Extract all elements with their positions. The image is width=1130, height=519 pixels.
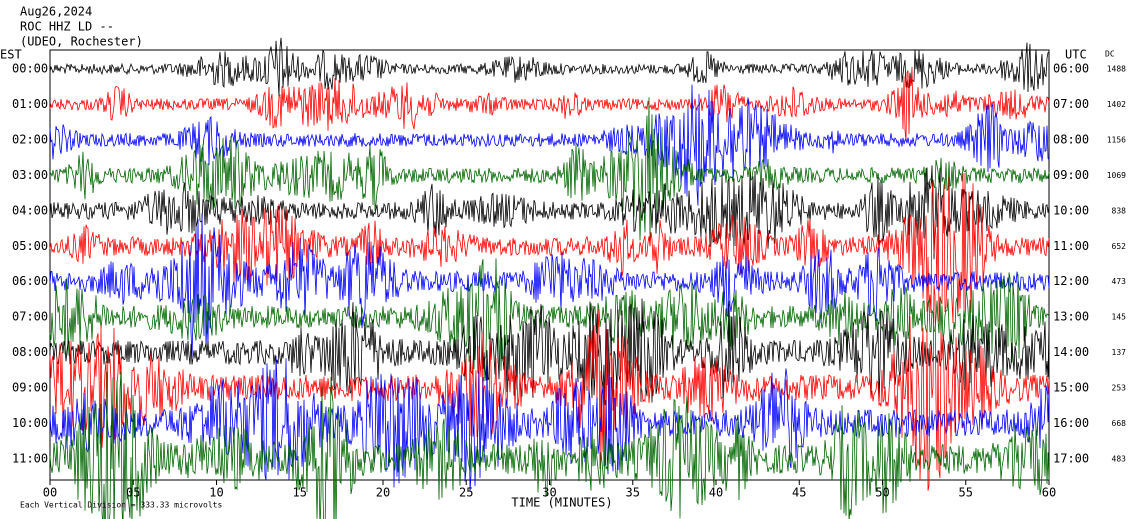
dc-value: 838: [1112, 206, 1127, 215]
dc-value: 145: [1112, 313, 1127, 322]
est-label: 08:00: [12, 345, 48, 359]
dc-value: 137: [1112, 348, 1127, 357]
est-title: EST: [0, 48, 22, 62]
utc-label: 09:00: [1053, 168, 1089, 182]
x-tick-label: 50: [875, 486, 889, 500]
x-tick-label: 10: [209, 486, 223, 500]
x-tick-label: 00: [43, 486, 57, 500]
utc-title: UTC: [1065, 48, 1087, 62]
dc-value: 668: [1112, 419, 1127, 428]
trace: [49, 84, 1050, 206]
x-tick-label: 60: [1042, 486, 1056, 500]
x-tick-label: 30: [542, 486, 556, 500]
dc-value: 1402: [1107, 100, 1126, 109]
trace: [49, 165, 1050, 260]
trace: [49, 355, 1050, 492]
utc-label: 06:00: [1053, 62, 1089, 76]
traces: [49, 37, 1050, 519]
trace: [49, 97, 1050, 245]
utc-label: 14:00: [1053, 345, 1089, 359]
trace: [49, 66, 1050, 142]
utc-label: 17:00: [1053, 451, 1089, 465]
est-label: 11:00: [12, 451, 48, 465]
utc-label: 16:00: [1053, 416, 1089, 430]
x-tick-label: 55: [959, 486, 973, 500]
date: Aug26,2024: [20, 5, 92, 19]
dc-title: DC: [1105, 50, 1115, 59]
station: ROC HHZ LD --: [20, 20, 114, 34]
x-axis-title: TIME (MINUTES): [511, 496, 612, 510]
est-label: 02:00: [12, 132, 48, 146]
est-label: 09:00: [12, 381, 48, 395]
est-label: 03:00: [12, 168, 48, 182]
trace: [49, 258, 1050, 382]
est-label: 00:00: [12, 62, 48, 76]
x-tick-label: 05: [126, 486, 140, 500]
trace: [49, 284, 1050, 491]
x-tick-label: 15: [293, 486, 307, 500]
utc-label: 08:00: [1053, 132, 1089, 146]
est-label: 04:00: [12, 203, 48, 217]
x-tick-label: 25: [459, 486, 473, 500]
utc-label: 11:00: [1053, 239, 1089, 253]
est-label: 07:00: [12, 310, 48, 324]
utc-label: 10:00: [1053, 203, 1089, 217]
x-tick-label: 40: [709, 486, 723, 500]
dc-value: 652: [1112, 242, 1127, 251]
dc-value: 483: [1112, 454, 1127, 463]
trace: [49, 371, 1050, 519]
dc-value: 1156: [1107, 135, 1126, 144]
est-label: 10:00: [12, 416, 48, 430]
dc-value: 1069: [1107, 171, 1126, 180]
dc-value: 253: [1112, 384, 1127, 393]
x-tick-label: 45: [792, 486, 806, 500]
trace: [49, 213, 1050, 357]
utc-label: 13:00: [1053, 310, 1089, 324]
dc-value: 1488: [1107, 65, 1126, 74]
x-tick-label: 20: [376, 486, 390, 500]
utc-label: 15:00: [1053, 381, 1089, 395]
utc-label: 12:00: [1053, 274, 1089, 288]
x-tick-label: 35: [626, 486, 640, 500]
network: (UDEO, Rochester): [20, 35, 143, 49]
footer-note: Each Vertical Division = 333.33 microvol…: [20, 501, 222, 510]
trace: [49, 298, 1050, 406]
trace: [49, 37, 1050, 97]
est-label: 05:00: [12, 239, 48, 253]
dc-value: 473: [1112, 277, 1127, 286]
utc-label: 07:00: [1053, 97, 1089, 111]
trace: [49, 172, 1050, 324]
est-label: 06:00: [12, 274, 48, 288]
est-label: 01:00: [12, 97, 48, 111]
